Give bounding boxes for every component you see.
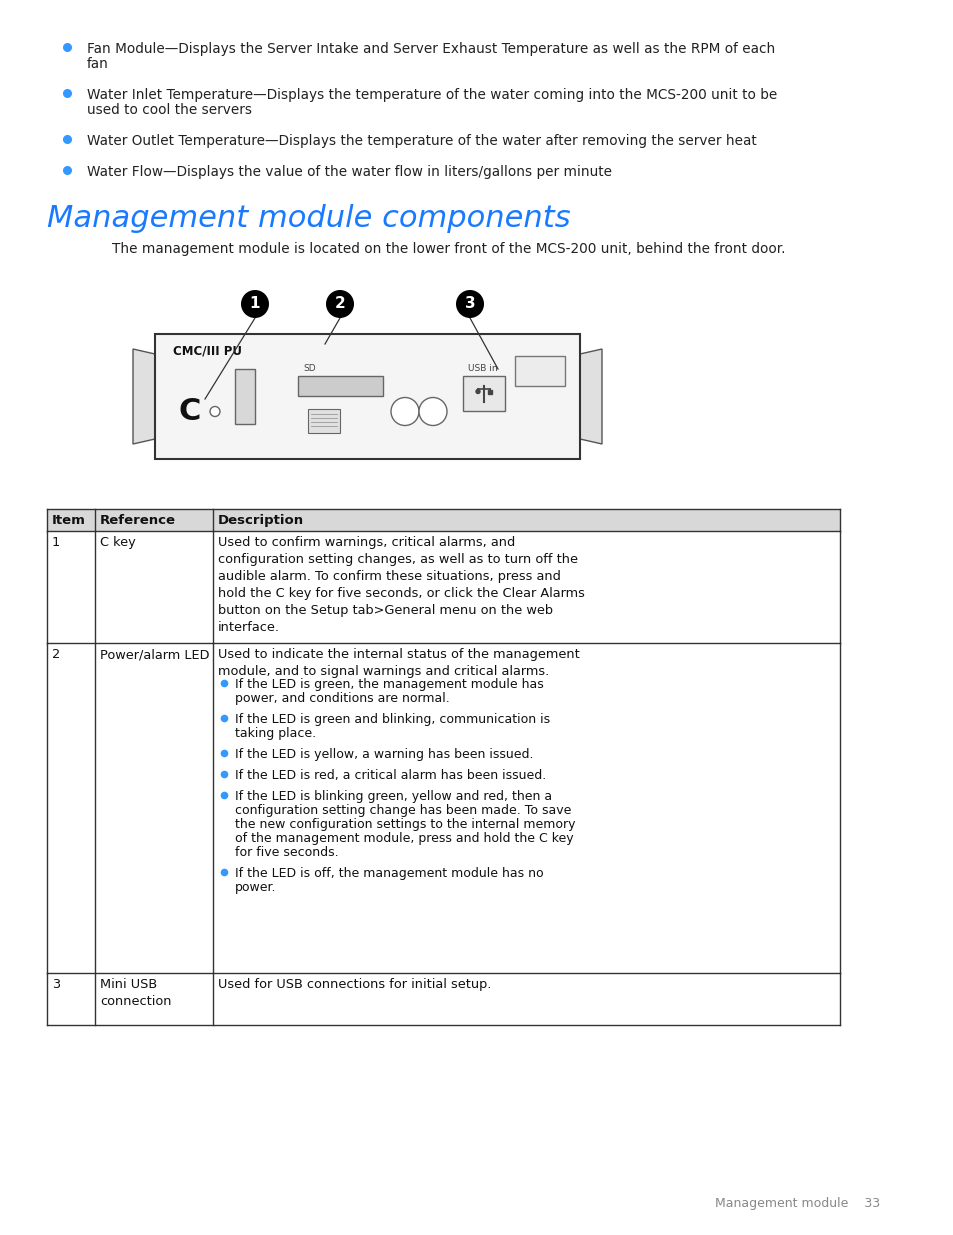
Text: Water Flow—Displays the value of the water flow in liters/gallons per minute: Water Flow—Displays the value of the wat…	[87, 165, 612, 179]
Text: the new configuration settings to the internal memory: the new configuration settings to the in…	[234, 818, 575, 831]
Text: configuration setting change has been made. To save: configuration setting change has been ma…	[234, 804, 571, 818]
Text: USB in: USB in	[468, 364, 497, 373]
Text: The management module is located on the lower front of the MCS-200 unit, behind : The management module is located on the …	[112, 242, 784, 256]
Polygon shape	[132, 350, 154, 445]
Text: Water Outlet Temperature—Displays the temperature of the water after removing th: Water Outlet Temperature—Displays the te…	[87, 135, 756, 148]
Text: Fan Module—Displays the Server Intake and Server Exhaust Temperature as well as : Fan Module—Displays the Server Intake an…	[87, 42, 775, 56]
Polygon shape	[579, 350, 601, 445]
Text: taking place.: taking place.	[234, 727, 315, 740]
Bar	[234, 369, 254, 424]
Text: 2: 2	[52, 648, 60, 661]
Text: 2: 2	[335, 296, 345, 311]
Bar	[488, 389, 492, 394]
Text: Used to indicate the internal status of the management
module, and to signal war: Used to indicate the internal status of …	[218, 648, 579, 678]
Text: SD: SD	[303, 364, 315, 373]
Text: If the LED is off, the management module has no: If the LED is off, the management module…	[234, 867, 543, 881]
Bar	[515, 356, 564, 387]
Text: power, and conditions are normal.: power, and conditions are normal.	[234, 692, 449, 705]
Text: If the LED is blinking green, yellow and red, then a: If the LED is blinking green, yellow and…	[234, 790, 552, 803]
Text: C key: C key	[100, 536, 135, 550]
Text: C: C	[178, 396, 201, 426]
Text: fan: fan	[87, 57, 109, 70]
Text: If the LED is red, a critical alarm has been issued.: If the LED is red, a critical alarm has …	[234, 769, 546, 782]
Text: Reference: Reference	[100, 514, 175, 527]
Text: power.: power.	[234, 881, 276, 894]
Text: Used for USB connections for initial setup.: Used for USB connections for initial set…	[218, 978, 491, 990]
Text: 3: 3	[464, 296, 475, 311]
Text: of the management module, press and hold the C key: of the management module, press and hold…	[234, 832, 573, 845]
Text: used to cool the servers: used to cool the servers	[87, 103, 252, 117]
Text: If the LED is green and blinking, communication is: If the LED is green and blinking, commun…	[234, 713, 550, 726]
Circle shape	[418, 398, 447, 426]
Circle shape	[326, 290, 354, 317]
Text: Power/alarm LED: Power/alarm LED	[100, 648, 210, 661]
Bar	[308, 409, 339, 433]
Text: Management module    33: Management module 33	[714, 1197, 879, 1210]
Text: for five seconds.: for five seconds.	[234, 846, 338, 860]
Text: Item: Item	[52, 514, 86, 527]
Text: 3: 3	[52, 978, 60, 990]
Circle shape	[210, 406, 220, 416]
Text: 1: 1	[250, 296, 260, 311]
Text: If the LED is green, the management module has: If the LED is green, the management modu…	[234, 678, 543, 692]
Bar	[47, 509, 840, 531]
Text: Description: Description	[218, 514, 304, 527]
Text: Management module components: Management module components	[47, 204, 570, 233]
Circle shape	[476, 389, 479, 394]
Circle shape	[456, 290, 483, 317]
Text: If the LED is yellow, a warning has been issued.: If the LED is yellow, a warning has been…	[234, 748, 533, 761]
Circle shape	[391, 398, 418, 426]
Bar	[462, 375, 504, 411]
Text: Mini USB
connection: Mini USB connection	[100, 978, 172, 1008]
Text: 1: 1	[52, 536, 60, 550]
Bar	[297, 375, 382, 396]
Bar	[154, 333, 579, 459]
Text: Used to confirm warnings, critical alarms, and
configuration setting changes, as: Used to confirm warnings, critical alarm…	[218, 536, 584, 634]
Text: CMC/III PU: CMC/III PU	[172, 345, 242, 357]
Circle shape	[241, 290, 269, 317]
Text: Water Inlet Temperature—Displays the temperature of the water coming into the MC: Water Inlet Temperature—Displays the tem…	[87, 88, 777, 103]
